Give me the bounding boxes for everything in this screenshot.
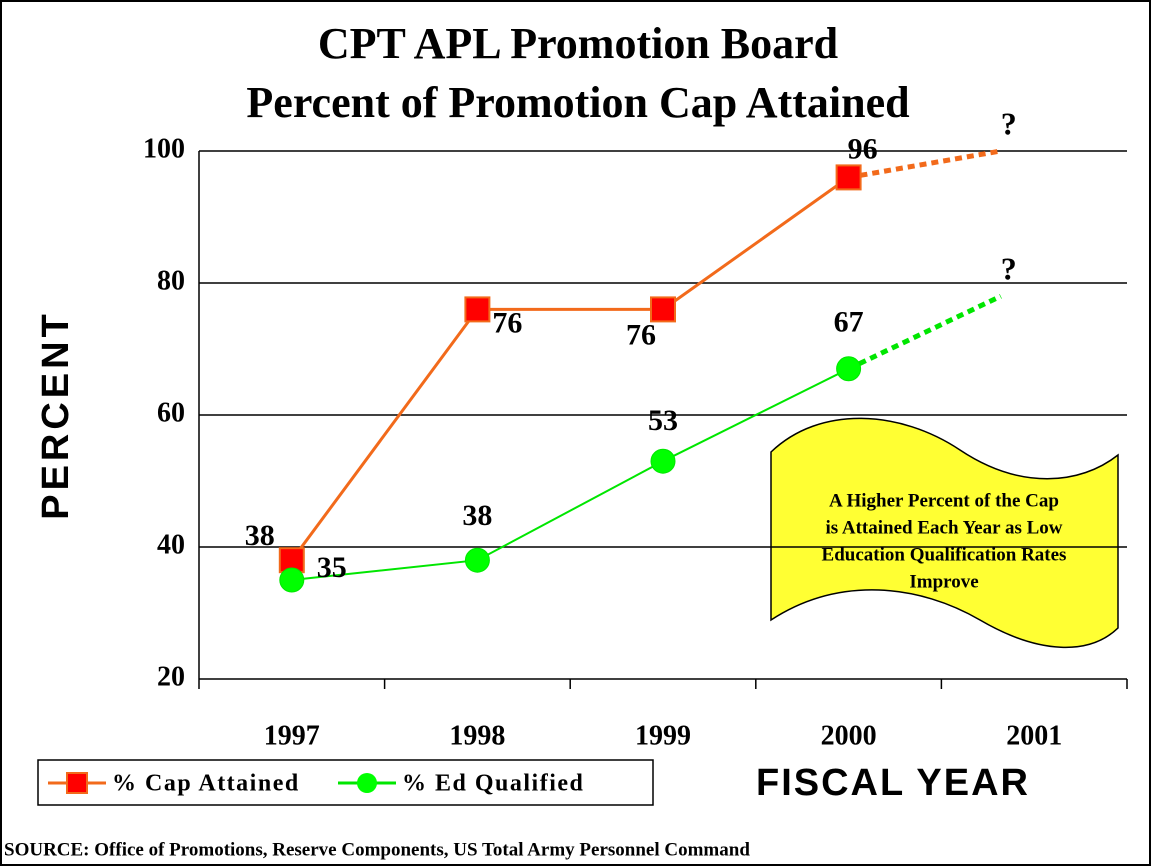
projection-label: ? bbox=[1001, 251, 1017, 287]
callout-text: Improve bbox=[909, 571, 978, 592]
marker bbox=[835, 164, 862, 191]
callout bbox=[770, 417, 1119, 649]
x-tick-label: 2001 bbox=[1006, 720, 1062, 751]
y-tick-label: 80 bbox=[157, 265, 185, 296]
legend-marker bbox=[357, 773, 377, 793]
series-line bbox=[291, 367, 850, 581]
y-tick-label: 40 bbox=[157, 529, 185, 560]
y-tick-label: 60 bbox=[157, 397, 185, 428]
data-label: 76 bbox=[492, 306, 522, 339]
x-axis-label: FISCAL YEAR bbox=[756, 762, 1030, 804]
x-tick-label: 1999 bbox=[635, 720, 691, 751]
marker bbox=[279, 567, 305, 593]
chart-title: CPT APL Promotion Board bbox=[318, 19, 838, 68]
chart-title: Percent of Promotion Cap Attained bbox=[246, 78, 909, 127]
callout-text: is Attained Each Year as Low bbox=[826, 517, 1063, 538]
data-label: 38 bbox=[462, 499, 492, 532]
projection-label: ? bbox=[1001, 105, 1017, 141]
marker bbox=[464, 296, 491, 323]
projection-line bbox=[848, 148, 1002, 180]
marker bbox=[650, 448, 676, 474]
marker bbox=[464, 547, 490, 573]
y-axis-label: PERCENT bbox=[35, 310, 77, 520]
legend-label: % Ed Qualified bbox=[402, 771, 584, 797]
legend-label: % Cap Attained bbox=[112, 771, 300, 797]
source-note: SOURCE: Office of Promotions, Reserve Co… bbox=[4, 839, 750, 860]
data-label: 76 bbox=[626, 318, 656, 351]
data-label: 38 bbox=[245, 519, 275, 552]
marker bbox=[650, 296, 676, 323]
legend-marker bbox=[66, 772, 88, 794]
x-tick-label: 2000 bbox=[821, 720, 877, 751]
x-tick-label: 1998 bbox=[449, 720, 505, 751]
data-label: 53 bbox=[648, 404, 678, 437]
x-tick-label: 1997 bbox=[264, 720, 320, 751]
callout-text: Education Qualification Rates bbox=[822, 544, 1067, 565]
series-line bbox=[290, 176, 850, 562]
marker bbox=[836, 356, 862, 382]
data-label: 96 bbox=[848, 132, 878, 165]
y-tick-label: 20 bbox=[157, 661, 185, 692]
projection-line bbox=[847, 293, 1002, 372]
data-label: 35 bbox=[317, 551, 347, 584]
data-label: 67 bbox=[834, 306, 864, 339]
y-tick-label: 100 bbox=[143, 133, 185, 164]
callout-text: A Higher Percent of the Cap bbox=[829, 490, 1059, 511]
